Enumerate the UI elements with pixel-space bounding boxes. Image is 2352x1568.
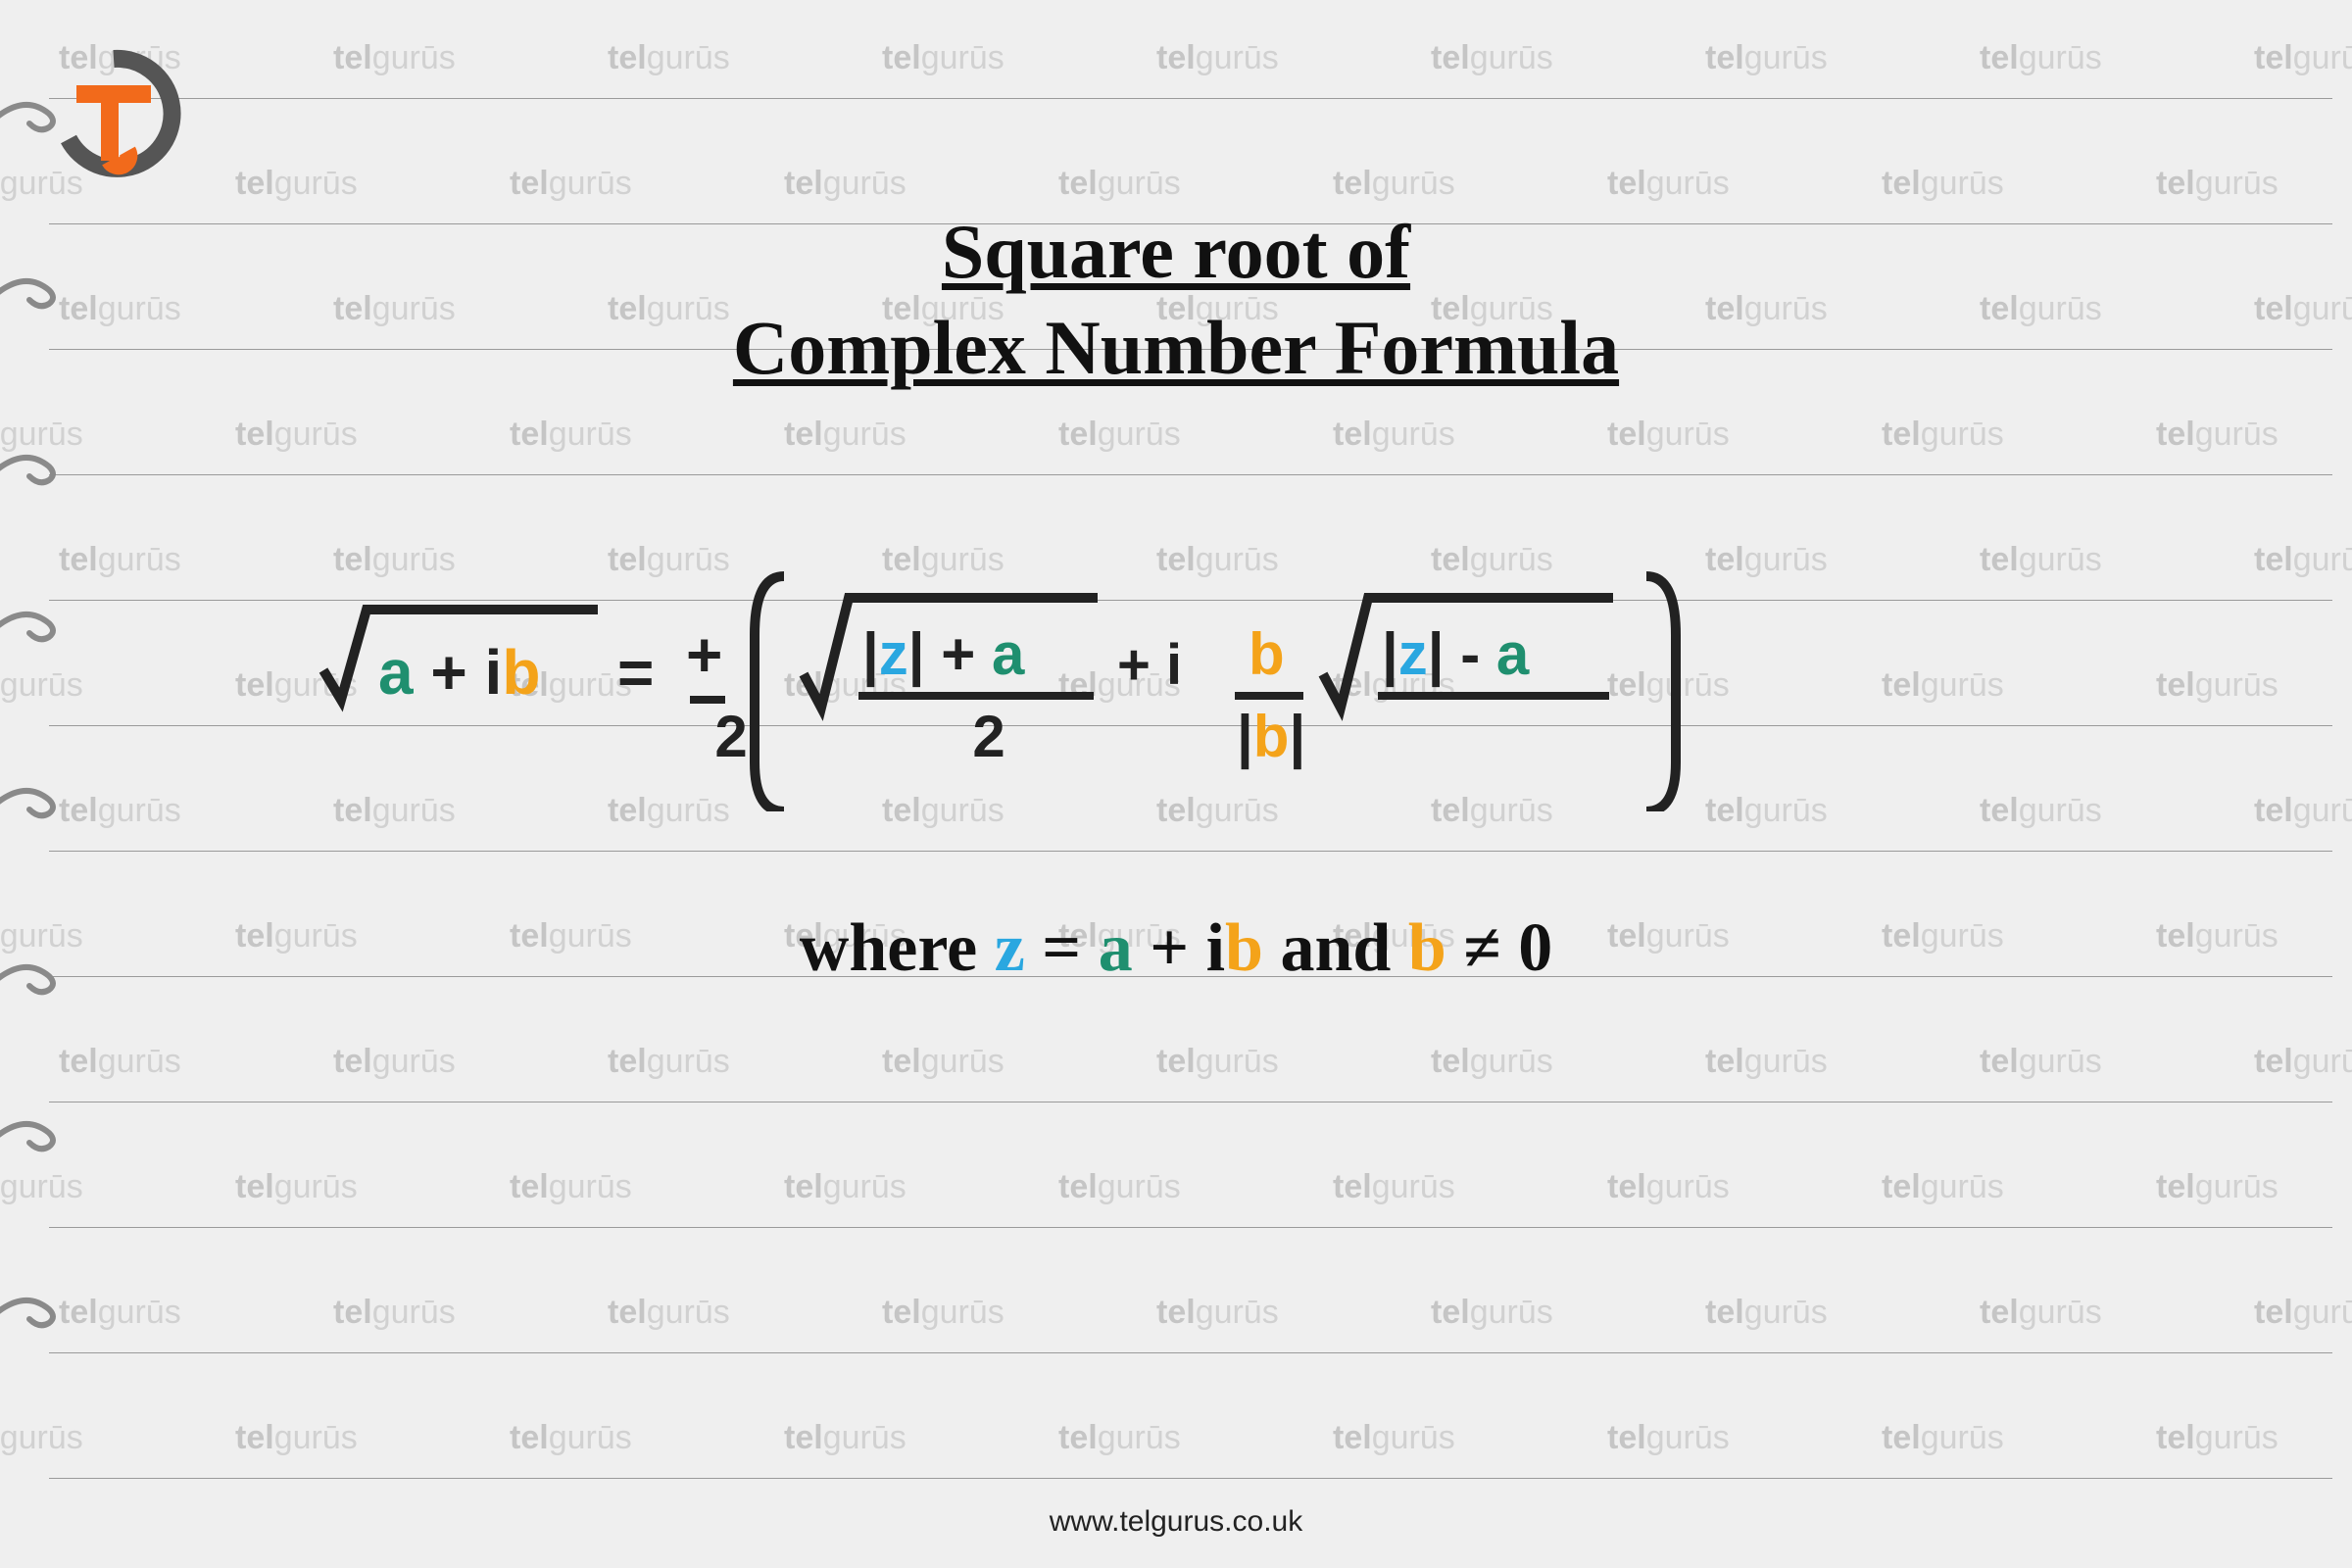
page-title: Square root of Complex Number Formula xyxy=(0,204,2352,395)
footer-url: www.telgurus.co.uk xyxy=(0,1505,2352,1539)
where-clause: where z = a + ib and b ≠ 0 xyxy=(0,909,2352,988)
svg-text:+: + xyxy=(686,619,722,690)
brand-logo xyxy=(45,45,182,182)
svg-text:|z| - a: |z| - a xyxy=(1382,621,1530,688)
svg-text:|z| + a: |z| + a xyxy=(862,621,1025,688)
title-line-2: Complex Number Formula xyxy=(733,305,1619,390)
title-line-1: Square root of xyxy=(942,209,1410,294)
svg-text:+ i: + i xyxy=(1117,633,1182,697)
formula-block: a + ib = + |z| + a 2 + i b |b| |z| - a 2 xyxy=(0,557,2352,811)
svg-text:b: b xyxy=(1249,621,1285,687)
svg-text:2: 2 xyxy=(972,704,1004,769)
svg-text:a + ib: a + ib xyxy=(378,637,540,708)
svg-text:|b|: |b| xyxy=(1237,704,1305,770)
svg-text:2: 2 xyxy=(714,704,747,769)
svg-text:=: = xyxy=(617,637,654,708)
page: telgurūstelgurūstelgurūstelgurūstelgurūs… xyxy=(0,0,2352,1568)
